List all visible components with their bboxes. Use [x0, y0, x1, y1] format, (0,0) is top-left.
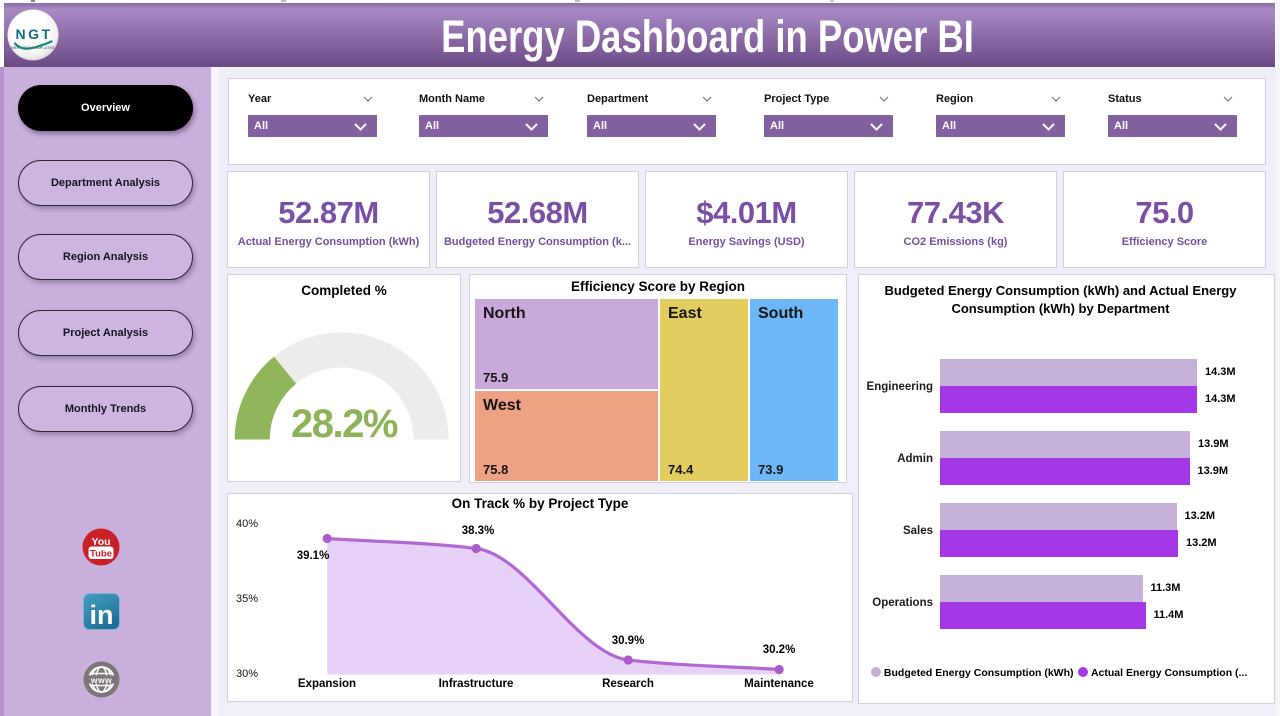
svg-text:Tube: Tube — [90, 549, 112, 560]
svg-text:NEXT GEN TEMPLATES: NEXT GEN TEMPLATES — [11, 46, 54, 50]
svg-text:28.2%: 28.2% — [291, 402, 398, 446]
svg-text:You: You — [91, 536, 110, 548]
svg-text:www: www — [90, 675, 112, 685]
svg-text:in: in — [90, 600, 114, 630]
svg-text:NGT: NGT — [15, 26, 52, 42]
